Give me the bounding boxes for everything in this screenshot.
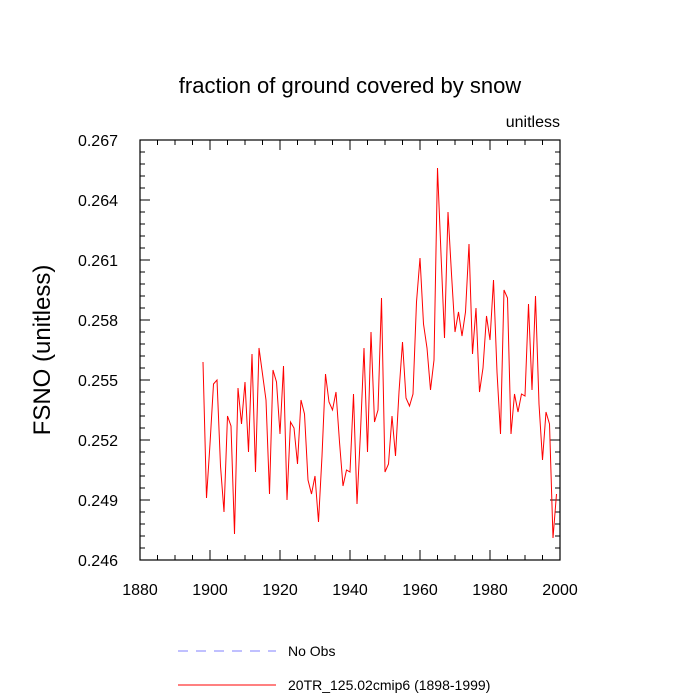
legend-label-model: 20TR_125.02cmip6 (1898-1999)	[288, 677, 490, 693]
axis-ticks	[139, 139, 561, 561]
x-tick-label: 1980	[472, 582, 508, 599]
legend-label-no-obs: No Obs	[288, 643, 335, 659]
axis-tick-labels: 1880 1900 1920 1940 1960 1980 2000 0.246 0.249 0.…	[78, 133, 578, 599]
y-tick-label: 0.267	[78, 133, 118, 150]
y-axis-label: FSNO (unitless)	[29, 265, 56, 436]
y-tick-label: 0.249	[78, 493, 118, 510]
x-tick-label: 1960	[402, 582, 438, 599]
y-tick-label: 0.255	[78, 373, 118, 390]
x-tick-label: 1940	[332, 582, 368, 599]
y-tick-label: 0.252	[78, 433, 118, 450]
plot-frame	[139, 139, 561, 561]
series-layer	[202, 167, 557, 539]
y-tick-label: 0.258	[78, 313, 118, 330]
chart-title: fraction of ground covered by snow	[179, 73, 522, 98]
y-tick-label: 0.264	[78, 193, 118, 210]
y-tick-label: 0.246	[78, 553, 118, 570]
x-tick-label: 1920	[262, 582, 298, 599]
units-label: unitless	[506, 114, 560, 131]
series-line	[202, 167, 557, 539]
x-tick-label: 1900	[192, 582, 228, 599]
legend: No Obs 20TR_125.02cmip6 (1898-1999)	[178, 643, 490, 693]
y-tick-label: 0.261	[78, 253, 118, 270]
x-tick-label: 1880	[122, 582, 158, 599]
x-tick-label: 2000	[542, 582, 578, 599]
